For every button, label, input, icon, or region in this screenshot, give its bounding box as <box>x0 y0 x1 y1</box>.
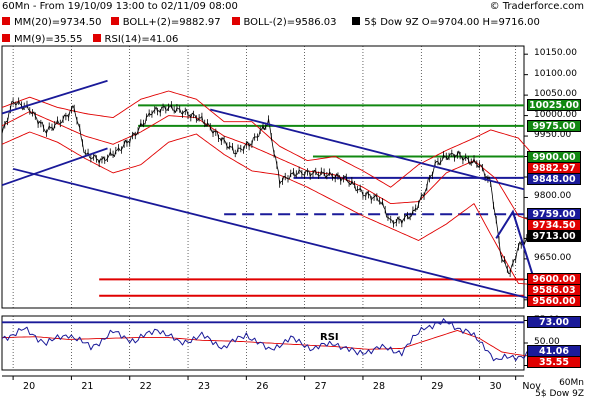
price-tag: 9713.00 <box>527 230 581 243</box>
price-tag: 9900.00 <box>527 150 581 163</box>
legend-text: MM(20)=9734.50 <box>14 17 102 28</box>
rsi-label: RSI <box>320 332 339 343</box>
price-tag: 9560.00 <box>527 295 581 308</box>
legend-row1-item: 5$ Dow 9Z O=9704.00 H=9716.00 <box>352 16 540 29</box>
legend-swatch <box>2 34 10 42</box>
trend-channel-line <box>12 167 536 301</box>
corner-label: 60Mn 5$ Dow 9Z <box>535 378 584 400</box>
y-tick-label: 10050.00 <box>534 89 577 100</box>
projection-arrow <box>495 209 542 301</box>
price-tag: 9975.00 <box>527 119 581 132</box>
legend-swatch <box>231 17 240 25</box>
x-tick-label: 26 <box>256 381 269 392</box>
legend-swatch <box>352 17 361 25</box>
rsi-y-tick-label: 50.00 <box>534 337 560 347</box>
x-tick-label: 29 <box>431 381 444 392</box>
legend-row1-item: BOLL-(2)=9586.03 <box>231 16 337 29</box>
price-tag: 9848.00 <box>527 172 581 185</box>
x-tick-label: 22 <box>139 381 152 392</box>
y-tick-label: 10150.00 <box>534 48 577 59</box>
brand-label: © Traderforce.com <box>489 1 584 12</box>
legend-text: RSI(14)=41.06 <box>104 34 179 45</box>
trend-channel-line <box>210 108 525 191</box>
corner-instrument: 5$ Dow 9Z <box>535 389 584 399</box>
x-tick-label: 30 <box>489 381 502 392</box>
legend-row1-item: BOLL+(2)=9882.97 <box>110 16 221 29</box>
legend-swatch <box>110 17 119 25</box>
x-tick-label: Nov <box>522 381 541 392</box>
price-tag: 10025.00 <box>527 99 581 112</box>
y-tick-label: 10100.00 <box>534 68 577 79</box>
y-tick-label: 9650.00 <box>534 252 572 263</box>
price-series <box>1 100 542 275</box>
x-tick-label: 28 <box>372 381 385 392</box>
x-tick-label: 21 <box>81 381 94 392</box>
x-tick-label: 23 <box>197 381 211 392</box>
header-bar: 60Mn - From 19/10/09 13:00 to 02/11/09 0… <box>0 0 590 13</box>
y-tick-label: 9800.00 <box>534 191 572 202</box>
legend-swatch <box>92 34 101 42</box>
legend-row2-item: RSI(14)=41.06 <box>92 33 179 46</box>
legend-text: BOLL+(2)=9882.97 <box>122 17 221 28</box>
legend-text: 5$ Dow 9Z O=9704.00 H=9716.00 <box>364 17 540 28</box>
legend-row1-item: MM(20)=9734.50 <box>2 16 102 29</box>
legend-swatch <box>2 17 10 25</box>
legend-row2-item: MM(9)=35.55 <box>2 33 82 46</box>
rsi-ma-series <box>1 329 541 357</box>
legend-text: MM(9)=35.55 <box>14 34 83 45</box>
y-tick-label: 10000.00 <box>534 109 577 120</box>
chart-title: 60Mn - From 19/10/09 13:00 to 02/11/09 0… <box>2 1 238 12</box>
legend-row-2: MM(9)=35.55 RSI(14)=41.06 <box>0 33 590 46</box>
trend-channel-line <box>1 79 108 115</box>
rsi-series <box>1 318 542 362</box>
legend-row-1: MM(20)=9734.50 BOLL+(2)=9882.97 BOLL-(2)=9… <box>0 16 590 29</box>
corner-timeframe: 60Mn <box>559 378 584 388</box>
x-tick-label: 27 <box>314 381 327 392</box>
y-tick-label: 9950.00 <box>534 130 572 141</box>
rsi-tag: 73.00 <box>527 316 581 329</box>
x-tick-label: 20 <box>23 381 36 392</box>
trend-channel-line <box>1 147 108 187</box>
legend-text: BOLL-(2)=9586.03 <box>243 17 337 28</box>
boll-lower-series <box>1 131 541 286</box>
rsi-tag: 35.55 <box>527 356 581 369</box>
